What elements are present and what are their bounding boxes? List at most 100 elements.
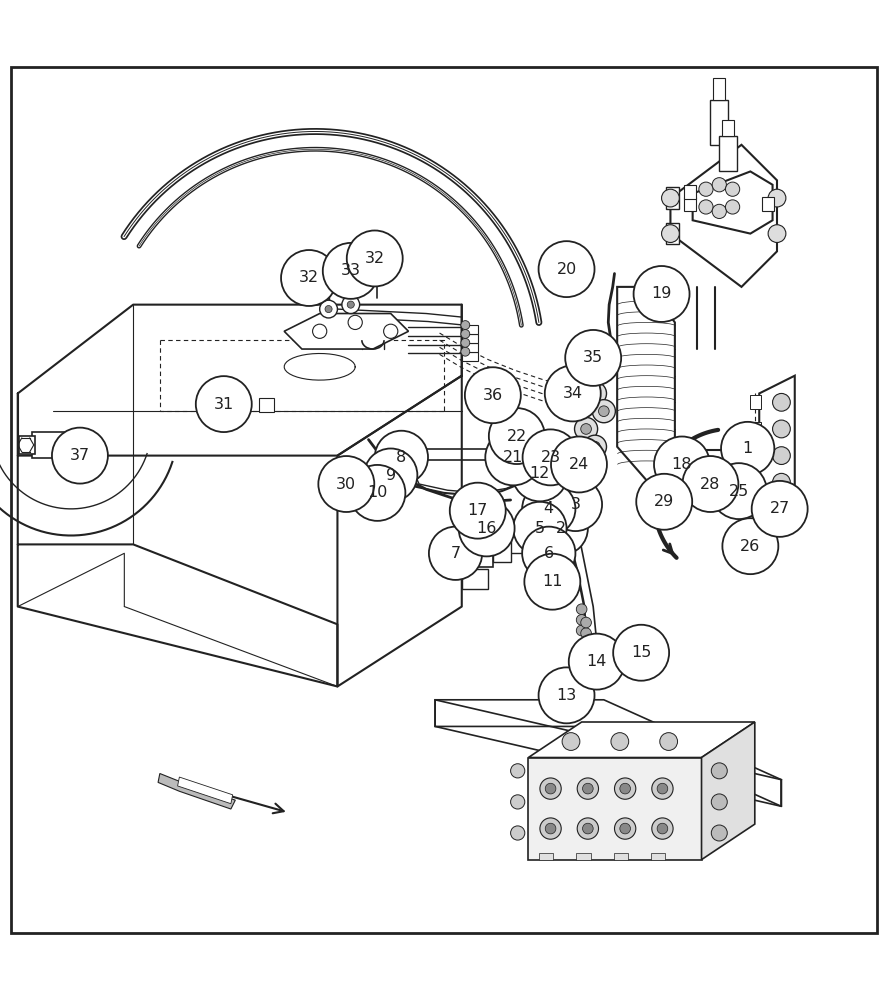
Bar [750,422,761,436]
Bar [539,853,553,860]
Text: 6: 6 [543,546,554,561]
Circle shape [723,518,778,574]
Circle shape [538,667,595,723]
Text: 7: 7 [450,546,461,561]
Circle shape [577,818,599,839]
Circle shape [654,437,710,492]
Circle shape [511,826,525,840]
Circle shape [773,473,790,491]
Circle shape [52,428,108,484]
Circle shape [461,330,470,338]
Polygon shape [617,287,675,482]
Text: 31: 31 [214,397,234,412]
Bar [539,452,553,464]
Circle shape [613,625,670,681]
Circle shape [611,733,629,750]
Circle shape [725,182,740,196]
Bar [666,187,679,209]
Circle shape [657,823,668,834]
Circle shape [318,456,374,512]
Polygon shape [284,314,408,349]
Circle shape [465,367,520,423]
Polygon shape [702,722,755,860]
Circle shape [349,465,405,521]
Circle shape [660,733,678,750]
Polygon shape [528,722,755,758]
Bar [457,531,493,567]
Circle shape [583,783,593,794]
Circle shape [709,457,726,475]
Text: 10: 10 [368,485,387,500]
Polygon shape [158,774,235,809]
Text: 5: 5 [535,521,545,536]
Circle shape [581,639,591,649]
Text: 23: 23 [541,450,560,465]
Bar [206,398,220,412]
Circle shape [576,604,587,615]
Circle shape [721,422,774,475]
Text: 19: 19 [652,286,671,301]
Bar [713,78,725,100]
Circle shape [522,429,579,485]
Circle shape [325,306,332,313]
Text: 8: 8 [396,450,407,465]
Text: 17: 17 [468,503,488,518]
Circle shape [540,569,552,582]
Text: 4: 4 [543,501,554,516]
Bar [614,853,628,860]
Polygon shape [693,171,773,234]
Bar [493,536,511,562]
Circle shape [542,453,551,462]
Circle shape [652,818,673,839]
Circle shape [347,301,354,308]
Text: 11: 11 [542,574,563,589]
Circle shape [773,393,790,411]
Circle shape [461,338,470,347]
Circle shape [540,778,561,799]
Text: 24: 24 [569,457,589,472]
Bar [750,475,761,489]
Circle shape [768,189,786,207]
Bar [719,136,737,171]
Polygon shape [435,700,781,806]
Text: 12: 12 [530,466,550,481]
Text: 16: 16 [477,521,496,536]
Bar [462,343,478,352]
Circle shape [450,483,506,539]
Circle shape [195,376,252,432]
Circle shape [555,453,564,462]
Circle shape [281,250,337,306]
Text: 3: 3 [570,497,581,512]
Bar [462,334,478,343]
Circle shape [324,275,333,284]
Text: 26: 26 [741,539,760,554]
Text: 1: 1 [742,441,753,456]
Circle shape [320,300,337,318]
Polygon shape [670,145,777,287]
Text: 13: 13 [557,688,576,703]
Circle shape [614,778,636,799]
Circle shape [576,625,587,636]
Circle shape [535,502,588,555]
Circle shape [711,825,727,841]
Bar [19,436,35,454]
Bar [259,398,274,412]
Text: 32: 32 [299,270,319,285]
Circle shape [364,448,417,502]
Bar [762,197,774,211]
Bar [462,325,478,334]
Circle shape [583,382,607,405]
Circle shape [513,502,567,555]
Bar [710,100,728,145]
Circle shape [545,783,556,794]
Circle shape [549,478,602,531]
Circle shape [342,296,360,314]
Bar [651,853,665,860]
Bar [684,185,696,199]
Circle shape [614,818,636,839]
Bar [552,452,567,464]
Polygon shape [528,758,702,860]
Bar [702,450,733,482]
Polygon shape [759,376,795,500]
Bar [526,452,540,464]
